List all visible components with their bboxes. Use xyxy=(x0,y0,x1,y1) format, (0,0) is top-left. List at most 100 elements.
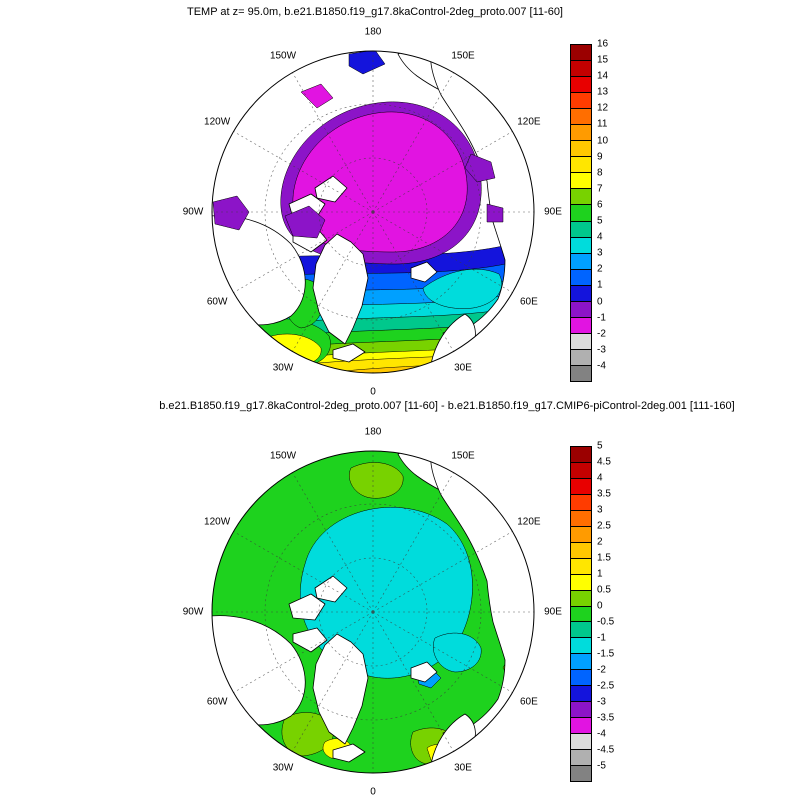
colorbar-tick-0: 0 xyxy=(597,296,603,308)
colorbar-cell-13 xyxy=(571,253,591,270)
longitude-label-60E: 60E xyxy=(519,696,538,708)
longitude-label-150W: 150W xyxy=(269,50,297,62)
bottom-colorbar-cells xyxy=(570,446,592,782)
colorbar-cell-12 xyxy=(571,638,591,655)
colorbar-tick-1: 1 xyxy=(597,279,603,291)
colorbar-tick-7: 7 xyxy=(597,183,603,195)
colorbar-tick--4: -4 xyxy=(597,728,606,740)
colorbar-tick-2: 2 xyxy=(597,536,603,548)
colorbar-tick--3: -3 xyxy=(597,696,606,708)
colorbar-cell-7 xyxy=(571,157,591,174)
bottom-panel-title: b.e21.B1850.f19_g17.8kaControl-2deg_prot… xyxy=(159,400,735,412)
longitude-label-150E: 150E xyxy=(451,450,475,462)
colorbar-cell-15 xyxy=(571,285,591,302)
colorbar-tick-4: 4 xyxy=(597,472,603,484)
longitude-label-60W: 60W xyxy=(206,696,228,708)
colorbar-cell-4 xyxy=(571,510,591,527)
colorbar-tick-5: 5 xyxy=(597,215,603,227)
colorbar-tick-6: 6 xyxy=(597,199,603,211)
colorbar-cell-18 xyxy=(571,734,591,751)
longitude-label-90E: 90E xyxy=(544,206,562,218)
colorbar-cell-0 xyxy=(571,45,591,62)
colorbar-tick--1.5: -1.5 xyxy=(597,648,615,660)
colorbar-cell-20 xyxy=(571,766,591,782)
colorbar-cell-12 xyxy=(571,237,591,254)
colorbar-cell-9 xyxy=(571,590,591,607)
top-panel-title: TEMP at z= 95.0m, b.e21.B1850.f19_g17.8k… xyxy=(187,6,563,18)
colorbar-tick-2: 2 xyxy=(597,263,603,275)
colorbar-tick--0.5: -0.5 xyxy=(597,616,615,628)
bottom-map-canvas xyxy=(211,450,535,774)
colorbar-cell-20 xyxy=(571,365,591,381)
colorbar-cell-8 xyxy=(571,574,591,591)
colorbar-tick--5: -5 xyxy=(597,760,606,772)
colorbar-tick-0.5: 0.5 xyxy=(597,584,611,596)
colorbar-cell-18 xyxy=(571,333,591,350)
colorbar-tick--3.5: -3.5 xyxy=(597,712,615,724)
top-colorbar: 16 15 14 13 12 11 10 9 8 7 6 5 4 3 2 1 0 -1 -2 -3 -4 xyxy=(570,39,608,382)
colorbar-tick-3: 3 xyxy=(597,504,603,516)
colorbar-cell-10 xyxy=(571,606,591,623)
colorbar-cell-7 xyxy=(571,558,591,575)
colorbar-cell-0 xyxy=(571,447,591,463)
longitude-label-150W: 150W xyxy=(269,450,297,462)
longitude-label-0: 0 xyxy=(370,386,376,398)
colorbar-cell-3 xyxy=(571,93,591,110)
bottom-colorbar: 5 4.5 4 3.5 3 2.5 2 1.5 1 0.5 0 -0.5 -1 -1.5 -2 -2.5 -3 -… xyxy=(570,441,614,782)
colorbar-tick--2: -2 xyxy=(597,328,606,340)
colorbar-tick-11: 11 xyxy=(597,118,608,130)
longitude-label-120E: 120E xyxy=(517,116,541,128)
colorbar-tick-2.5: 2.5 xyxy=(597,520,611,532)
colorbar-tick-15: 15 xyxy=(597,54,609,66)
bottom-polar-map: 180 150E 120E 90E 60E 30E 0 30W 60W 90W 120W 150W xyxy=(173,412,573,800)
longitude-label-30W: 30W xyxy=(272,362,294,374)
longitude-label-30E: 30E xyxy=(454,762,472,774)
longitude-label-120W: 120W xyxy=(204,516,231,528)
longitude-label-180: 180 xyxy=(364,26,382,38)
colorbar-cell-14 xyxy=(571,269,591,286)
colorbar-tick-1.5: 1.5 xyxy=(597,552,611,564)
colorbar-cell-11 xyxy=(571,221,591,238)
colorbar-cell-14 xyxy=(571,670,591,687)
colorbar-tick-4.5: 4.5 xyxy=(597,456,611,468)
colorbar-tick-13: 13 xyxy=(597,86,609,98)
colorbar-tick-10: 10 xyxy=(597,135,609,147)
longitude-label-90W: 90W xyxy=(182,206,204,218)
top-polar-map: 180 150E 120E 90E 60E 30E 0 30W 60W 90W 120W 150W xyxy=(173,12,573,412)
colorbar-tick-16: 16 xyxy=(597,38,609,50)
colorbar-cell-5 xyxy=(571,526,591,543)
colorbar-tick-14: 14 xyxy=(597,70,609,82)
colorbar-tick-8: 8 xyxy=(597,167,603,179)
colorbar-cell-16 xyxy=(571,702,591,719)
colorbar-tick-9: 9 xyxy=(597,151,603,163)
colorbar-cell-9 xyxy=(571,189,591,206)
colorbar-tick-0: 0 xyxy=(597,600,603,612)
top-map-canvas xyxy=(211,50,535,374)
colorbar-tick-4: 4 xyxy=(597,231,603,243)
colorbar-cell-17 xyxy=(571,317,591,334)
colorbar-cell-2 xyxy=(571,478,591,495)
colorbar-cell-8 xyxy=(571,173,591,190)
longitude-label-30W: 30W xyxy=(272,762,294,774)
colorbar-cell-6 xyxy=(571,542,591,559)
longitude-label-150E: 150E xyxy=(451,50,475,62)
colorbar-cell-4 xyxy=(571,109,591,126)
longitude-label-90E: 90E xyxy=(544,606,562,618)
colorbar-tick--2.5: -2.5 xyxy=(597,680,615,692)
longitude-label-60E: 60E xyxy=(519,296,538,308)
colorbar-cell-19 xyxy=(571,750,591,767)
colorbar-tick--1: -1 xyxy=(597,632,606,644)
colorbar-cell-2 xyxy=(571,77,591,94)
colorbar-cell-1 xyxy=(571,462,591,479)
longitude-label-120E: 120E xyxy=(517,516,541,528)
colorbar-tick-12: 12 xyxy=(597,102,609,114)
colorbar-cell-5 xyxy=(571,125,591,142)
colorbar-tick--4: -4 xyxy=(597,360,606,372)
colorbar-cell-15 xyxy=(571,686,591,703)
top-colorbar-cells xyxy=(570,44,592,382)
longitude-label-120W: 120W xyxy=(204,116,231,128)
colorbar-tick-5: 5 xyxy=(597,440,603,452)
longitude-label-90W: 90W xyxy=(182,606,204,618)
colorbar-tick-3.5: 3.5 xyxy=(597,488,611,500)
